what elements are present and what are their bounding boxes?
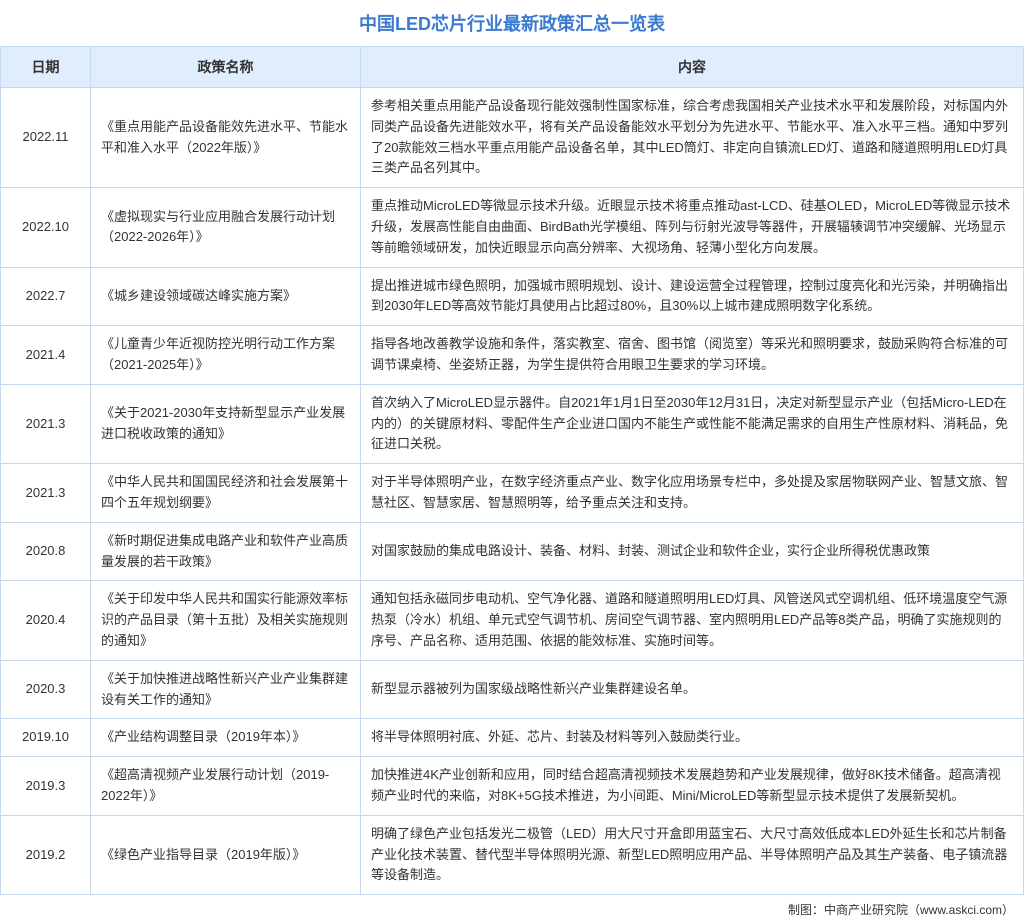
cell-date: 2022.11 bbox=[1, 88, 91, 188]
table-row: 2019.10《产业结构调整目录（2019年本）》将半导体照明衬底、外延、芯片、… bbox=[1, 719, 1024, 757]
header-content: 内容 bbox=[361, 47, 1024, 88]
cell-date: 2022.7 bbox=[1, 267, 91, 326]
cell-content: 将半导体照明衬底、外延、芯片、封装及材料等列入鼓励类行业。 bbox=[361, 719, 1024, 757]
table-row: 2021.4《儿童青少年近视防控光明行动工作方案（2021-2025年）》指导各… bbox=[1, 326, 1024, 385]
header-date: 日期 bbox=[1, 47, 91, 88]
cell-date: 2020.4 bbox=[1, 581, 91, 660]
table-row: 2020.4《关于印发中华人民共和国实行能源效率标识的产品目录（第十五批）及相关… bbox=[1, 581, 1024, 660]
cell-date: 2019.2 bbox=[1, 815, 91, 894]
table-row: 2021.3《关于2021-2030年支持新型显示产业发展进口税收政策的通知》首… bbox=[1, 384, 1024, 463]
cell-policy: 《新时期促进集成电路产业和软件产业高质量发展的若干政策》 bbox=[91, 522, 361, 581]
cell-content: 明确了绿色产业包括发光二极管（LED）用大尺寸开盒即用蓝宝石、大尺寸高效低成本L… bbox=[361, 815, 1024, 894]
policy-table: 日期 政策名称 内容 2022.11《重点用能产品设备能效先进水平、节能水平和准… bbox=[0, 46, 1024, 895]
footer-source: 制图：中商产业研究院（www.askci.com） bbox=[0, 895, 1024, 922]
cell-content: 重点推动MicroLED等微显示技术升级。近眼显示技术将重点推动ast-LCD、… bbox=[361, 188, 1024, 267]
table-row: 2022.10《虚拟现实与行业应用融合发展行动计划（2022-2026年）》重点… bbox=[1, 188, 1024, 267]
cell-content: 对国家鼓励的集成电路设计、装备、材料、封装、测试企业和软件企业，实行企业所得税优… bbox=[361, 522, 1024, 581]
cell-date: 2022.10 bbox=[1, 188, 91, 267]
table-row: 2022.7《城乡建设领域碳达峰实施方案》提出推进城市绿色照明，加强城市照明规划… bbox=[1, 267, 1024, 326]
cell-date: 2020.3 bbox=[1, 660, 91, 719]
cell-content: 首次纳入了MicroLED显示器件。自2021年1月1日至2030年12月31日… bbox=[361, 384, 1024, 463]
cell-policy: 《中华人民共和国国民经济和社会发展第十四个五年规划纲要》 bbox=[91, 464, 361, 523]
cell-policy: 《重点用能产品设备能效先进水平、节能水平和准入水平（2022年版）》 bbox=[91, 88, 361, 188]
cell-policy: 《绿色产业指导目录（2019年版）》 bbox=[91, 815, 361, 894]
cell-content: 加快推进4K产业创新和应用，同时结合超高清视频技术发展趋势和产业发展规律，做好8… bbox=[361, 757, 1024, 816]
table-row: 2020.3《关于加快推进战略性新兴产业产业集群建设有关工作的通知》新型显示器被… bbox=[1, 660, 1024, 719]
header-policy: 政策名称 bbox=[91, 47, 361, 88]
table-row: 2019.2《绿色产业指导目录（2019年版）》明确了绿色产业包括发光二极管（L… bbox=[1, 815, 1024, 894]
page-title: 中国LED芯片行业最新政策汇总一览表 bbox=[0, 0, 1024, 46]
cell-content: 提出推进城市绿色照明，加强城市照明规划、设计、建设运营全过程管理，控制过度亮化和… bbox=[361, 267, 1024, 326]
cell-policy: 《超高清视频产业发展行动计划（2019-2022年）》 bbox=[91, 757, 361, 816]
cell-date: 2021.4 bbox=[1, 326, 91, 385]
cell-policy: 《关于印发中华人民共和国实行能源效率标识的产品目录（第十五批）及相关实施规则的通… bbox=[91, 581, 361, 660]
table-row: 2022.11《重点用能产品设备能效先进水平、节能水平和准入水平（2022年版）… bbox=[1, 88, 1024, 188]
table-row: 2020.8《新时期促进集成电路产业和软件产业高质量发展的若干政策》对国家鼓励的… bbox=[1, 522, 1024, 581]
cell-date: 2019.3 bbox=[1, 757, 91, 816]
table-header-row: 日期 政策名称 内容 bbox=[1, 47, 1024, 88]
cell-policy: 《关于加快推进战略性新兴产业产业集群建设有关工作的通知》 bbox=[91, 660, 361, 719]
cell-policy: 《城乡建设领域碳达峰实施方案》 bbox=[91, 267, 361, 326]
cell-content: 对于半导体照明产业，在数字经济重点产业、数字化应用场景专栏中，多处提及家居物联网… bbox=[361, 464, 1024, 523]
table-row: 2019.3《超高清视频产业发展行动计划（2019-2022年）》加快推进4K产… bbox=[1, 757, 1024, 816]
cell-content: 指导各地改善教学设施和条件，落实教室、宿舍、图书馆（阅览室）等采光和照明要求，鼓… bbox=[361, 326, 1024, 385]
cell-date: 2021.3 bbox=[1, 464, 91, 523]
cell-content: 通知包括永磁同步电动机、空气净化器、道路和隧道照明用LED灯具、风管送风式空调机… bbox=[361, 581, 1024, 660]
table-row: 2021.3《中华人民共和国国民经济和社会发展第十四个五年规划纲要》对于半导体照… bbox=[1, 464, 1024, 523]
cell-policy: 《儿童青少年近视防控光明行动工作方案（2021-2025年）》 bbox=[91, 326, 361, 385]
cell-content: 新型显示器被列为国家级战略性新兴产业集群建设名单。 bbox=[361, 660, 1024, 719]
cell-policy: 《产业结构调整目录（2019年本）》 bbox=[91, 719, 361, 757]
cell-date: 2019.10 bbox=[1, 719, 91, 757]
cell-content: 参考相关重点用能产品设备现行能效强制性国家标准，综合考虑我国相关产业技术水平和发… bbox=[361, 88, 1024, 188]
cell-date: 2020.8 bbox=[1, 522, 91, 581]
cell-policy: 《虚拟现实与行业应用融合发展行动计划（2022-2026年）》 bbox=[91, 188, 361, 267]
cell-policy: 《关于2021-2030年支持新型显示产业发展进口税收政策的通知》 bbox=[91, 384, 361, 463]
cell-date: 2021.3 bbox=[1, 384, 91, 463]
